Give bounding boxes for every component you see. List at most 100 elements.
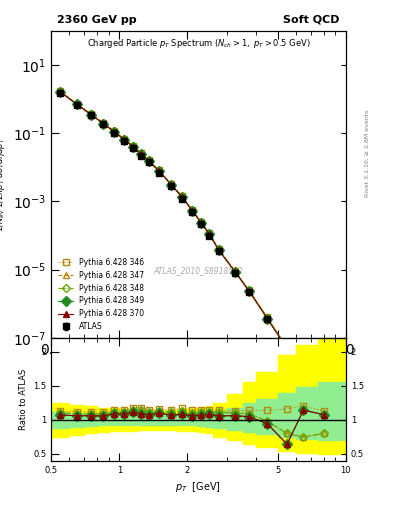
- Pythia 6.428 346: [321, 415, 326, 421]
- Pythia 6.428 348: [180, 194, 185, 200]
- Pythia 6.428 349: [75, 101, 79, 108]
- Line: Pythia 6.428 370: Pythia 6.428 370: [58, 89, 327, 421]
- Pythia 6.428 346: [157, 167, 162, 174]
- Pythia 6.428 347: [139, 151, 143, 157]
- Pythia 6.428 346: [101, 120, 106, 126]
- Pythia 6.428 370: [190, 208, 195, 214]
- Pythia 6.428 370: [199, 220, 204, 226]
- Pythia 6.428 349: [169, 182, 174, 188]
- Pythia 6.428 348: [122, 136, 127, 142]
- Pythia 6.428 346: [75, 100, 79, 106]
- Pythia 6.428 347: [180, 194, 185, 200]
- Pythia 6.428 348: [233, 268, 238, 274]
- Pythia 6.428 348: [139, 151, 143, 157]
- Pythia 6.428 349: [122, 136, 127, 142]
- Pythia 6.428 346: [207, 230, 212, 237]
- Pythia 6.428 370: [122, 136, 127, 142]
- Pythia 6.428 347: [58, 89, 63, 95]
- Pythia 6.428 346: [180, 194, 185, 200]
- Pythia 6.428 348: [217, 246, 221, 252]
- Pythia 6.428 346: [131, 143, 136, 149]
- Pythia 6.428 349: [247, 288, 252, 294]
- Pythia 6.428 370: [58, 89, 63, 95]
- Pythia 6.428 349: [233, 269, 238, 275]
- Pythia 6.428 347: [247, 288, 252, 294]
- Pythia 6.428 349: [321, 416, 326, 422]
- Pythia 6.428 370: [112, 129, 117, 135]
- Pythia 6.428 347: [233, 268, 238, 274]
- Pythia 6.428 347: [207, 231, 212, 237]
- Pythia 6.428 347: [199, 219, 204, 225]
- Pythia 6.428 349: [147, 158, 151, 164]
- Pythia 6.428 347: [89, 111, 94, 117]
- Pythia 6.428 348: [169, 182, 174, 188]
- Pythia 6.428 348: [207, 231, 212, 237]
- Pythia 6.428 349: [139, 151, 143, 157]
- Pythia 6.428 370: [321, 416, 326, 422]
- Pythia 6.428 348: [131, 143, 136, 150]
- Pythia 6.428 347: [157, 167, 162, 174]
- Pythia 6.428 346: [112, 128, 117, 134]
- Pythia 6.428 348: [247, 288, 252, 294]
- Pythia 6.428 370: [157, 168, 162, 174]
- Pythia 6.428 347: [301, 372, 306, 378]
- Pythia 6.428 370: [247, 288, 252, 294]
- Pythia 6.428 370: [180, 195, 185, 201]
- Line: Pythia 6.428 349: Pythia 6.428 349: [57, 89, 327, 422]
- Pythia 6.428 346: [122, 136, 127, 142]
- Pythia 6.428 370: [207, 231, 212, 238]
- Text: Rivet 3.1.10, ≥ 2.8M events: Rivet 3.1.10, ≥ 2.8M events: [365, 110, 370, 197]
- Pythia 6.428 348: [285, 345, 289, 351]
- Pythia 6.428 346: [58, 88, 63, 94]
- Pythia 6.428 349: [265, 315, 270, 322]
- Pythia 6.428 347: [265, 315, 270, 321]
- Pythia 6.428 346: [217, 246, 221, 252]
- Pythia 6.428 347: [75, 101, 79, 107]
- Pythia 6.428 349: [199, 220, 204, 226]
- Pythia 6.428 348: [301, 372, 306, 378]
- Y-axis label: Ratio to ATLAS: Ratio to ATLAS: [18, 369, 28, 430]
- Pythia 6.428 370: [89, 112, 94, 118]
- Pythia 6.428 347: [321, 415, 326, 421]
- Pythia 6.428 348: [157, 167, 162, 174]
- Pythia 6.428 348: [112, 129, 117, 135]
- Pythia 6.428 347: [122, 136, 127, 142]
- Pythia 6.428 349: [207, 231, 212, 238]
- Pythia 6.428 370: [139, 151, 143, 157]
- Text: ATLAS_2010_S8918562: ATLAS_2010_S8918562: [153, 266, 244, 275]
- Pythia 6.428 349: [101, 120, 106, 126]
- Pythia 6.428 346: [285, 345, 289, 351]
- Pythia 6.428 347: [169, 182, 174, 188]
- Pythia 6.428 347: [112, 129, 117, 135]
- Pythia 6.428 349: [180, 195, 185, 201]
- Pythia 6.428 370: [75, 101, 79, 108]
- Pythia 6.428 370: [217, 247, 221, 253]
- Text: Charged Particle $p_T$ Spectrum ($N_{ch}>1,\ p_T>0.5$ GeV): Charged Particle $p_T$ Spectrum ($N_{ch}…: [86, 37, 310, 50]
- Line: Pythia 6.428 348: Pythia 6.428 348: [58, 89, 327, 421]
- Line: Pythia 6.428 346: Pythia 6.428 346: [58, 89, 327, 421]
- Pythia 6.428 346: [199, 219, 204, 225]
- Pythia 6.428 346: [247, 287, 252, 293]
- Pythia 6.428 347: [101, 120, 106, 126]
- Pythia 6.428 348: [265, 315, 270, 321]
- Pythia 6.428 370: [265, 315, 270, 322]
- Pythia 6.428 370: [169, 182, 174, 188]
- Pythia 6.428 348: [101, 120, 106, 126]
- Pythia 6.428 349: [285, 346, 289, 352]
- Pythia 6.428 370: [131, 144, 136, 150]
- Pythia 6.428 349: [157, 168, 162, 174]
- Pythia 6.428 349: [217, 247, 221, 253]
- Pythia 6.428 347: [147, 158, 151, 164]
- Pythia 6.428 349: [190, 208, 195, 214]
- Legend: Pythia 6.428 346, Pythia 6.428 347, Pythia 6.428 348, Pythia 6.428 349, Pythia 6: Pythia 6.428 346, Pythia 6.428 347, Pyth…: [55, 255, 147, 334]
- Pythia 6.428 370: [233, 269, 238, 275]
- Pythia 6.428 346: [169, 181, 174, 187]
- Pythia 6.428 348: [58, 89, 63, 95]
- Pythia 6.428 349: [301, 372, 306, 378]
- Pythia 6.428 349: [58, 89, 63, 95]
- Pythia 6.428 370: [301, 372, 306, 378]
- Pythia 6.428 348: [190, 207, 195, 214]
- Pythia 6.428 346: [301, 371, 306, 377]
- Pythia 6.428 346: [265, 314, 270, 321]
- Text: Soft QCD: Soft QCD: [283, 14, 340, 25]
